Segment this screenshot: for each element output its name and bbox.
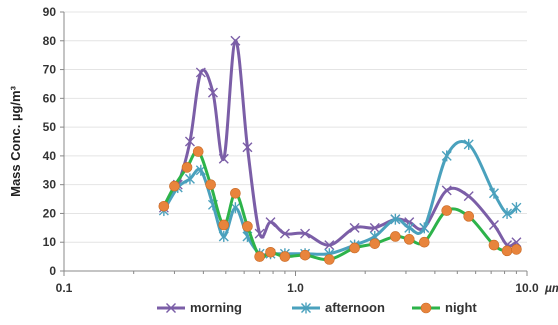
y-tick-label: 70 [43, 63, 57, 77]
data-point-night [403, 234, 415, 245]
data-point-night [463, 211, 475, 222]
data-point-afternoon [488, 187, 499, 199]
x-tick-label: 0.1 [56, 281, 73, 295]
data-point-morning [207, 87, 218, 98]
y-axis-label: Mass Conc. µg/m³ [8, 85, 23, 196]
legend-label-night: night [445, 300, 477, 315]
x-axis-unit-label: µm [544, 281, 558, 295]
legend-swatch-marker [166, 303, 176, 313]
data-point-night [349, 242, 360, 254]
data-point-afternoon [390, 213, 401, 225]
y-tick-label: 30 [43, 178, 57, 192]
y-tick-label: 0 [49, 264, 56, 278]
data-point-night [169, 180, 180, 192]
y-tick-label: 20 [43, 206, 57, 220]
series-layer [158, 35, 522, 265]
data-point-afternoon [230, 202, 241, 214]
data-point-night [279, 251, 291, 262]
legend: morning afternoon night [157, 300, 477, 315]
data-point-night [299, 249, 311, 261]
data-point-morning [324, 240, 335, 251]
data-point-night [501, 245, 513, 257]
data-point-afternoon [441, 150, 452, 162]
legend-item-afternoon: afternoon [292, 300, 385, 315]
data-point-morning [369, 222, 380, 233]
data-point-night [192, 146, 204, 157]
data-point-morning [279, 228, 290, 239]
gridlines [64, 11, 527, 243]
data-point-afternoon [511, 202, 522, 214]
data-point-night [230, 188, 241, 199]
data-point-morning [488, 219, 499, 230]
data-point-afternoon [502, 207, 513, 219]
data-point-morning [463, 191, 474, 202]
data-point-morning [230, 35, 241, 46]
y-tick-label: 80 [43, 34, 57, 48]
data-point-night [488, 239, 500, 251]
data-point-afternoon [218, 230, 229, 242]
legend-label-afternoon: afternoon [325, 300, 385, 315]
data-point-morning [300, 228, 311, 239]
data-point-afternoon [184, 173, 195, 185]
x-tick-labels: 0.1 1.0 10.0 [56, 271, 539, 295]
legend-item-night: night [412, 300, 477, 315]
y-tick-label: 60 [43, 91, 57, 105]
data-point-morning [349, 222, 360, 233]
y-tick-label: 10 [43, 235, 57, 249]
data-point-afternoon [404, 222, 415, 234]
x-tick-label: 1.0 [287, 281, 304, 295]
x-tick-label: 10.0 [515, 281, 539, 295]
legend-swatch-marker [301, 302, 311, 314]
data-point-afternoon [419, 222, 430, 234]
data-point-night [324, 254, 335, 265]
data-point-morning [441, 185, 452, 196]
data-point-night [158, 200, 170, 212]
series-morning [158, 35, 522, 251]
data-point-morning [184, 136, 195, 147]
data-point-night [418, 236, 430, 248]
data-point-night [242, 221, 253, 232]
data-point-morning [195, 67, 206, 78]
data-point-night [390, 231, 401, 242]
data-point-night [205, 179, 216, 190]
y-tick-label: 90 [43, 5, 57, 19]
y-tick-label: 40 [43, 149, 57, 163]
data-point-night [254, 251, 265, 262]
data-point-night [265, 246, 276, 258]
y-tick-labels: 0 10 20 30 40 50 60 70 80 90 [43, 5, 64, 278]
data-point-night [441, 205, 453, 216]
y-tick-label: 50 [43, 120, 57, 134]
legend-item-morning: morning [157, 300, 242, 315]
data-point-night [181, 162, 193, 173]
legend-swatch-marker [420, 302, 432, 314]
data-point-afternoon [463, 138, 474, 150]
series-night [158, 146, 522, 265]
data-point-night [369, 238, 381, 249]
data-point-night [511, 244, 522, 255]
data-point-morning [242, 142, 253, 153]
legend-label-morning: morning [190, 300, 242, 315]
series-line-night [162, 149, 517, 262]
data-point-night [218, 219, 230, 231]
data-point-morning [254, 228, 265, 239]
data-point-morning [265, 217, 276, 228]
data-point-morning [218, 153, 229, 164]
